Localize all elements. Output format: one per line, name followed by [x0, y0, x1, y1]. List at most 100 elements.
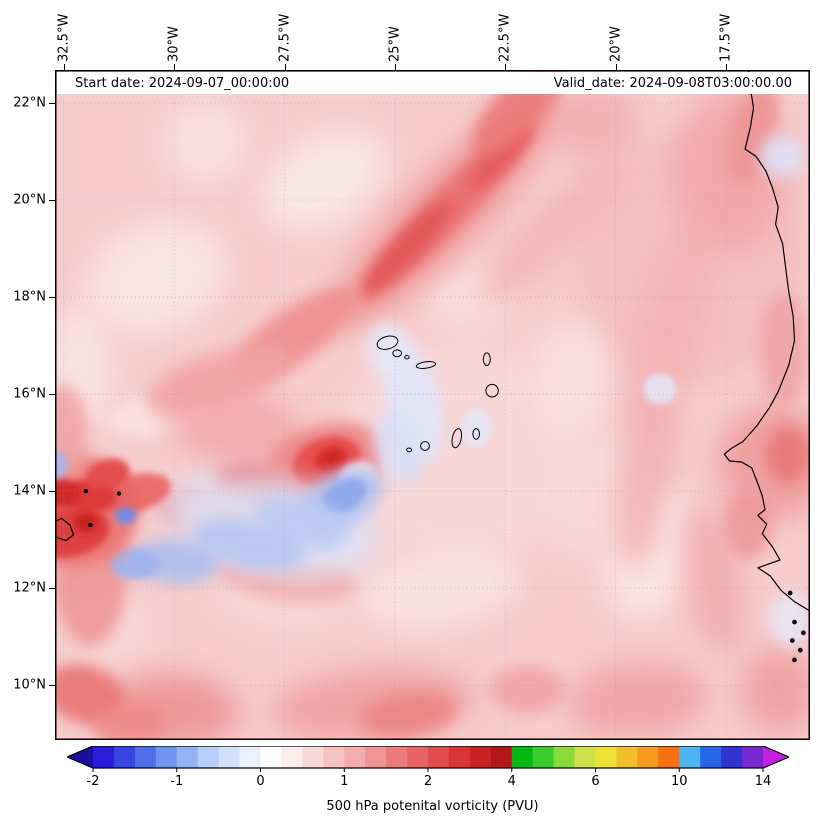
cape-verde-island [406, 447, 413, 453]
colorbar-tick-label: 1 [340, 774, 348, 789]
pv-blob [165, 103, 245, 181]
pv-blob [373, 412, 426, 483]
colorbar-segment [700, 746, 722, 768]
y-tick [49, 297, 55, 299]
colorbar-segment [490, 746, 513, 768]
pv-blob [765, 425, 810, 484]
x-tick-label: 30°W [166, 26, 182, 62]
pv-blob [759, 134, 804, 179]
colorbar-segment [742, 746, 764, 768]
pv-blob [364, 200, 453, 292]
pv-blob [262, 130, 386, 231]
west-edge-speck [88, 522, 93, 528]
pv-blob [110, 548, 159, 580]
y-tick-label: 16°N [13, 386, 46, 402]
pv-blob [643, 373, 677, 405]
y-tick-label: 20°N [13, 192, 46, 208]
colorbar-segment [260, 746, 283, 768]
small-island [792, 657, 797, 663]
x-tick [63, 64, 65, 70]
colorbar-tick-label: 6 [591, 774, 599, 789]
colorbar-segment [469, 746, 492, 768]
pv-blob [549, 83, 638, 162]
colorbar-svg: -2 -1 0 1 2 4 6 10 14 [67, 746, 789, 789]
colorbar-segment [574, 746, 597, 768]
y-tick [49, 491, 55, 493]
colorbar-segment [386, 746, 408, 768]
cape-verde-island [472, 428, 481, 440]
pv-blob [461, 408, 493, 448]
africa-coastline [723, 70, 810, 612]
map-plot: Start date: 2024-09-07_00:00:00 Valid_da… [55, 70, 810, 740]
y-tick [49, 200, 55, 202]
x-tick [615, 64, 617, 70]
colorbar-segment [365, 746, 387, 768]
colorbar-segment [448, 746, 471, 768]
west-edge-speck [116, 491, 122, 496]
small-island [789, 638, 795, 643]
colorbar-segment [428, 746, 450, 768]
x-tick [394, 64, 396, 70]
title-bar: Start date: 2024-09-07_00:00:00 Valid_da… [57, 72, 808, 94]
pv-blob [770, 593, 810, 647]
pv-blob [86, 458, 130, 490]
colorbar-tick-label: 4 [508, 774, 516, 789]
cape-verde-island [415, 361, 437, 369]
colorbar-segment [155, 746, 178, 768]
cape-verde-island [420, 441, 430, 451]
pv-blob [739, 646, 810, 734]
start-date-text: Start date: 2024-09-07_00:00:00 [75, 75, 290, 91]
colorbar-segment [134, 746, 157, 768]
valid-date-text: Valid_date: 2024-09-08T03:00:00.00 [553, 75, 792, 91]
colorbar-segment [239, 746, 262, 768]
colorbar-tick-label: -1 [170, 774, 183, 789]
pv-blob [723, 491, 773, 560]
colorbar-segment [323, 746, 345, 768]
pv-blob [489, 665, 565, 715]
small-island [787, 590, 793, 596]
colorbar-segment [93, 746, 115, 768]
x-tick-label: 25°W [387, 26, 403, 62]
pv-blob [115, 507, 137, 524]
colorbar-segment [616, 746, 638, 768]
colorbar-right-arrow [763, 746, 789, 768]
colorbar-segment [553, 746, 576, 768]
x-tick [726, 64, 728, 70]
colorbar-segment [679, 746, 701, 768]
colorbar-segment [302, 746, 324, 768]
small-island [792, 619, 797, 625]
colorbar-tick-label: 0 [256, 774, 264, 789]
plot-border [55, 70, 810, 740]
pv-blob [546, 430, 633, 552]
west-edge-speck [83, 488, 89, 494]
colorbar-segment [407, 746, 429, 768]
colorbar-segment [197, 746, 220, 768]
colorbar-segment [637, 746, 659, 768]
x-tick [284, 64, 286, 70]
colorbar-segment [721, 746, 743, 768]
pv-blob [146, 345, 291, 414]
colorbar-left-arrow [67, 746, 93, 768]
x-tick [174, 64, 176, 70]
y-tick-label: 14°N [13, 483, 46, 499]
pv-blob [321, 478, 367, 514]
colorbar-segment [532, 746, 555, 768]
colorbar-segment [344, 746, 366, 768]
y-tick [49, 394, 55, 396]
colorbar-tick-label: 14 [755, 774, 772, 789]
pv-blob [531, 321, 612, 438]
pv-blob [55, 478, 81, 509]
pv-blob [567, 660, 709, 739]
x-tick-label: 27.5°W [277, 13, 293, 62]
cape-verde-island [485, 383, 499, 398]
coastlines [55, 70, 810, 663]
pv-blob [617, 390, 676, 573]
pv-blob [359, 691, 457, 737]
colorbar-label: 500 hPa potenital vorticity (PVU) [326, 799, 539, 814]
colorbar-segment [176, 746, 199, 768]
colorbar-segment [595, 746, 618, 768]
colorbar-segment [113, 746, 136, 768]
colorbar-tick-label: 10 [671, 774, 688, 789]
y-tick [49, 102, 55, 104]
cape-verde-island [482, 352, 491, 367]
